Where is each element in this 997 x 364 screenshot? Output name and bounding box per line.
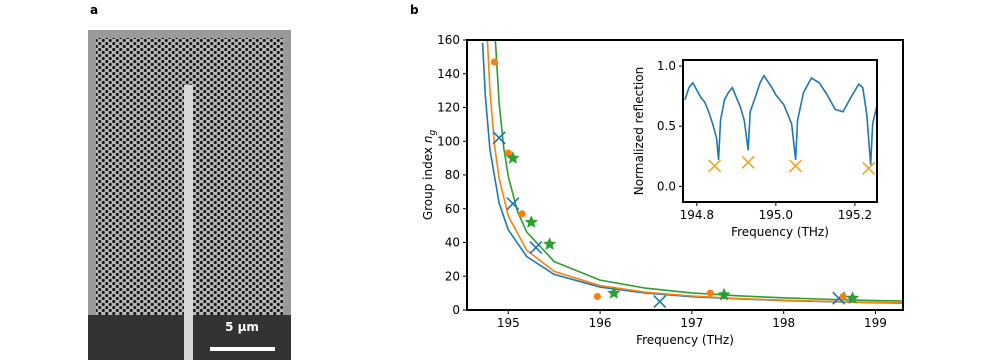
x-tick-label: 195 bbox=[497, 316, 520, 330]
marker-x bbox=[492, 131, 506, 145]
marker-dot bbox=[839, 292, 847, 301]
marker-dot bbox=[490, 58, 499, 66]
marker-x bbox=[741, 155, 755, 169]
marker-star bbox=[524, 215, 538, 228]
x-axis-label: Frequency (THz) bbox=[731, 225, 829, 239]
marker-dot bbox=[504, 149, 512, 157]
y-tick-label: 0.0 bbox=[657, 179, 676, 193]
x-tick-label: 194.8 bbox=[680, 208, 714, 222]
data-line bbox=[494, 40, 903, 302]
marker-x bbox=[708, 159, 722, 173]
marker-dot bbox=[518, 210, 526, 218]
marker-x bbox=[506, 197, 520, 211]
marker-x bbox=[862, 161, 876, 175]
data-line bbox=[486, 40, 903, 304]
x-tick-label: 195.2 bbox=[838, 208, 872, 222]
marker-dot bbox=[706, 289, 714, 297]
y-tick-label: 20 bbox=[445, 269, 460, 283]
y-axis-label-part: n bbox=[421, 136, 435, 144]
marker-dot bbox=[593, 292, 601, 301]
y-tick-label: 140 bbox=[437, 67, 460, 81]
marker-x bbox=[789, 159, 803, 173]
panel-label: a bbox=[90, 3, 98, 17]
plot-area bbox=[683, 60, 877, 202]
axes-frame bbox=[682, 59, 878, 203]
x-tick-label: 198 bbox=[772, 316, 795, 330]
y-axis-label-part: Normalized reflection bbox=[632, 67, 646, 195]
y-axis-label-part: Group index bbox=[421, 147, 435, 220]
y-tick-label: 100 bbox=[437, 134, 460, 148]
x-tick-label: 195.0 bbox=[759, 208, 793, 222]
y-tick-label: 0 bbox=[452, 303, 460, 317]
y-tick-label: 160 bbox=[437, 33, 460, 47]
x-axis-label: Frequency (THz) bbox=[636, 333, 734, 347]
x-tick-label: 197 bbox=[680, 316, 703, 330]
y-tick-label: 0.5 bbox=[657, 119, 676, 133]
scale-bar-label: 5 μm bbox=[225, 320, 259, 334]
y-tick-label: 1.0 bbox=[657, 59, 676, 73]
marker-x bbox=[529, 240, 543, 255]
y-tick-label: 40 bbox=[445, 236, 460, 250]
y-axis-label: Normalized reflection bbox=[632, 67, 646, 195]
x-tick-label: 196 bbox=[589, 316, 612, 330]
panel-label: b bbox=[410, 3, 419, 17]
marker-star bbox=[506, 151, 520, 164]
y-tick-label: 60 bbox=[445, 202, 460, 216]
y-tick-label: 80 bbox=[445, 168, 460, 182]
plot-data bbox=[684, 74, 877, 175]
marker-star bbox=[845, 291, 860, 304]
marker-star bbox=[717, 287, 731, 301]
x-tick-label: 199 bbox=[864, 316, 887, 330]
sem-image: 5 μm bbox=[88, 30, 291, 360]
marker-star bbox=[607, 286, 621, 299]
y-axis-label-part: g bbox=[428, 130, 438, 136]
y-tick-label: 120 bbox=[437, 101, 460, 115]
y-axis-label: Group index ng bbox=[421, 130, 438, 221]
marker-star bbox=[542, 237, 557, 250]
plot-data bbox=[481, 40, 903, 309]
marker-x bbox=[653, 294, 667, 309]
data-line bbox=[684, 74, 877, 165]
